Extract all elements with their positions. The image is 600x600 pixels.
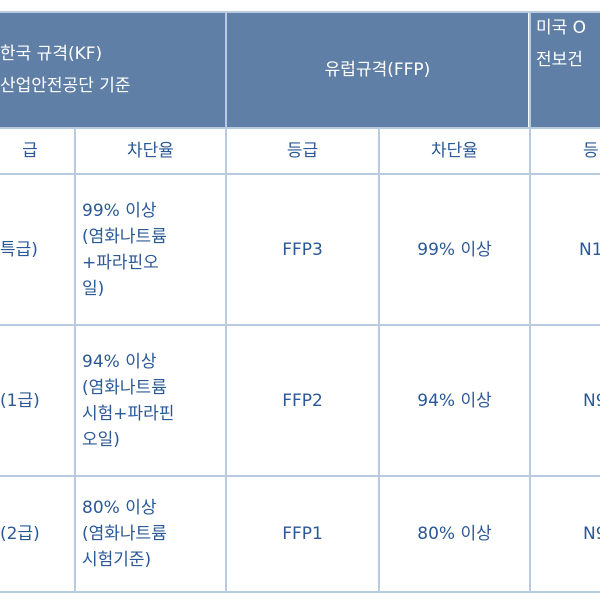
subheader-us-grade: 등 bbox=[583, 141, 599, 161]
header-europe-standard: 유럽규격(FFP) bbox=[227, 12, 528, 127]
subheader-eu-rate: 차단율 bbox=[431, 141, 478, 161]
row3-eu-grade: FFP1 bbox=[282, 524, 323, 544]
row1-kf-grade: 특급) bbox=[0, 239, 38, 260]
row1-kf-rate: 99% 이상 (염화나트륨 +파라핀오 일) bbox=[82, 200, 167, 299]
grid-line bbox=[529, 11, 531, 593]
grid-line bbox=[378, 127, 380, 593]
grid-line bbox=[0, 11, 600, 13]
header-korea-standard: 한국 규격(KF) 산업안전공단 기준 bbox=[0, 12, 225, 127]
row3-kf-grade: (2급) bbox=[0, 524, 40, 544]
grid-line bbox=[0, 127, 600, 129]
korea-title: 한국 규격(KF) bbox=[0, 43, 103, 64]
grid-line bbox=[74, 127, 76, 593]
row1-us-grade: N1 bbox=[579, 239, 600, 260]
row3-eu-rate: 80% 이상 bbox=[417, 524, 492, 544]
subheader-eu-grade: 등급 bbox=[286, 141, 319, 161]
grid-line bbox=[0, 324, 600, 326]
row2-kf-rate: 94% 이상 (염화나트륨 시험+파라핀 오일) bbox=[82, 351, 175, 450]
row3-us-grade: N9 bbox=[583, 524, 600, 544]
row3-kf-rate: 80% 이상 (염화나트륨 시험기준) bbox=[82, 498, 167, 570]
subheader-kf-rate: 차단율 bbox=[127, 141, 174, 161]
korea-subtitle: 산업안전공단 기준 bbox=[0, 75, 131, 96]
row1-eu-rate: 99% 이상 bbox=[417, 239, 492, 260]
grid-line bbox=[225, 11, 227, 593]
grid-line bbox=[0, 173, 600, 175]
row2-kf-grade: (1급) bbox=[0, 390, 40, 411]
row2-eu-rate: 94% 이상 bbox=[417, 390, 492, 411]
us-subtitle: 전보건 bbox=[536, 50, 583, 70]
row1-eu-grade: FFP3 bbox=[282, 239, 323, 260]
grid-line bbox=[0, 475, 600, 477]
row2-eu-grade: FFP2 bbox=[282, 390, 323, 411]
us-title: 미국 O bbox=[536, 18, 587, 38]
row2-us-grade: N9 bbox=[583, 390, 600, 411]
header-us-standard: 미국 O 전보건 bbox=[530, 12, 600, 127]
subheader-kf-grade: 급 bbox=[22, 141, 38, 161]
europe-title: 유럽규격(FFP) bbox=[324, 59, 431, 80]
grid-line bbox=[0, 591, 600, 593]
